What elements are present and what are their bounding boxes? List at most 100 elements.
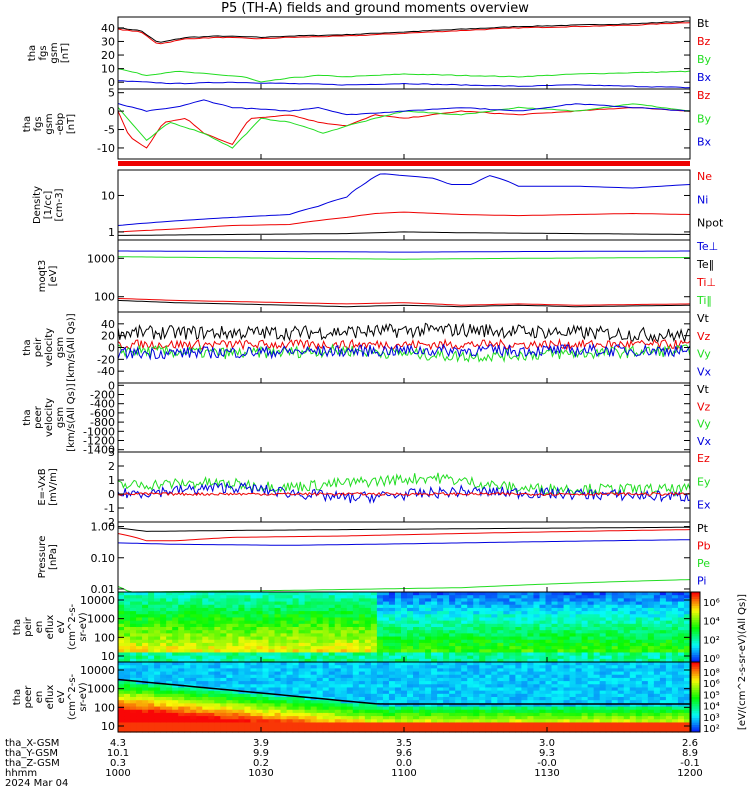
series-line-p8-Pt <box>117 526 690 532</box>
legend-p8-Pb: Pb <box>697 540 711 553</box>
series-line-p2-By <box>117 103 691 149</box>
series-line-p1-By <box>117 68 691 83</box>
legend-p3-Npot: Npot <box>697 217 724 230</box>
ylabel-p6: gsm <box>55 407 66 428</box>
ephemeris-value: 1200 <box>677 768 702 779</box>
ylabel-p10: sr-eV) <box>78 682 89 711</box>
legend-p7-Ey: Ey <box>697 475 711 488</box>
ylabel-p7: E=-VxB <box>37 468 48 505</box>
legend-p3-Ni: Ni <box>697 193 708 206</box>
ytick-label-p4: 1000 <box>87 252 115 265</box>
colorbar-tick: 10⁸ <box>703 668 720 679</box>
panel-frame-p8 <box>117 521 691 593</box>
ytick-label-p10: 10000 <box>80 664 115 677</box>
series-line-p4-Ti⊥ <box>117 298 691 306</box>
ytick-label-p9: 100 <box>94 631 115 644</box>
legend-p5-Vz: Vz <box>697 330 711 343</box>
ylabel-p6: velocity <box>44 398 55 437</box>
series-line-p4-Ti‖ <box>117 256 690 260</box>
ytick-label-p7: 0 <box>108 488 115 501</box>
ephemeris-value: -0.1 <box>680 758 700 769</box>
ylabel-p7: [mV/m] <box>48 468 59 506</box>
ylabel-p3: [cm-3] <box>54 188 65 221</box>
ylabel-p5: velocity <box>44 328 55 367</box>
ytick-label-p7: -1 <box>104 502 115 515</box>
legend-p8-Pi: Pi <box>697 575 706 588</box>
ylabel-p1: tha <box>27 45 38 61</box>
ytick-label-p2: 0 <box>108 105 115 118</box>
ephemeris-value: 1130 <box>534 768 559 779</box>
ephemeris-value: 9.6 <box>396 748 412 759</box>
ytick-label-p5: 40 <box>101 318 115 331</box>
colorbar-1 <box>691 662 700 733</box>
ylabel-p3: Density <box>32 186 43 224</box>
ytick-label-p6: 0 <box>108 379 115 392</box>
ytick-label-p1: 30 <box>101 35 115 48</box>
ylabel-p2: -ebp <box>55 113 66 135</box>
legend-p4-Te⊥: Te⊥ <box>696 240 718 253</box>
legend-p1-By: By <box>697 53 712 66</box>
ylabel-p8: Pressure <box>37 536 48 579</box>
ephemeris-value: 9.9 <box>253 748 269 759</box>
ylabel-p8: [nPa] <box>48 544 59 570</box>
ytick-label-p5: 20 <box>101 330 115 343</box>
panel-frame-p3 <box>117 169 691 241</box>
panel-frame-p7 <box>117 451 691 523</box>
ylabel-p9: (cm^2-s- <box>67 603 78 650</box>
mode-bar <box>118 161 690 166</box>
ylabel-p10: en <box>34 691 45 704</box>
legend-p7-Ez: Ez <box>697 452 710 465</box>
series-line-p4-Te⊥ <box>118 250 690 253</box>
series-line-p1-Bt <box>117 20 690 43</box>
ytick-label-p7: 1 <box>108 474 115 487</box>
legend-p3-Ne: Ne <box>697 170 712 183</box>
ephemeris-value: 3.0 <box>539 738 555 749</box>
legend-p6-Vx: Vx <box>697 435 712 448</box>
ephemeris-value: 0.3 <box>110 758 126 769</box>
ephemeris-value: 3.9 <box>253 738 269 749</box>
ylabel-p2: tha <box>22 116 33 132</box>
colorbar-label: [eV/(cm^2-s-sr-eV)(All Qs)] <box>737 594 748 730</box>
colorbar-tick: 10³ <box>703 713 720 724</box>
ylabel-p1: fgs <box>38 45 49 60</box>
ylabel-p4: moqt3 <box>37 260 48 293</box>
spectrogram-p10 <box>118 662 691 733</box>
ylabel-p6: [km/s(All Qs)] <box>66 383 77 451</box>
ylabel-p6: tha <box>22 409 33 425</box>
ytick-label-p8: 0.10 <box>91 552 116 565</box>
ephemeris-value: 0.2 <box>253 758 269 769</box>
legend-p6-Vy: Vy <box>697 418 711 431</box>
ephemeris-value: 0.0 <box>396 758 412 769</box>
ytick-label-p8: 1.00 <box>91 521 116 534</box>
ytick-label-p4: 100 <box>94 291 115 304</box>
ephemeris-value: 9.3 <box>539 748 555 759</box>
ytick-label-p6: -800 <box>90 416 115 429</box>
ytick-label-p1: 0 <box>108 76 115 89</box>
ylabel-p6: peer <box>33 405 44 429</box>
ephemeris-label: hhmm <box>5 768 37 779</box>
colorbar-tick: 10² <box>703 724 720 735</box>
legend-p6-Vz: Vz <box>697 400 711 413</box>
colorbar-frame-1 <box>690 661 701 733</box>
ylabel-p10: eV <box>56 690 67 703</box>
ephemeris-value: 3.5 <box>396 738 412 749</box>
series-line-p3-Npot <box>118 231 691 236</box>
ytick-label-p6: -400 <box>90 398 115 411</box>
legend-p6-Vt: Vt <box>697 383 710 396</box>
chart-title: P5 (TH-A) fields and ground moments over… <box>221 1 529 16</box>
ytick-label-p5: -40 <box>97 365 115 378</box>
ytick-label-p8: 0.01 <box>91 583 116 596</box>
series-line-p2-Bx <box>117 99 691 116</box>
ylabel-p9: sr-eV) <box>78 612 89 641</box>
ephemeris-value: 4.3 <box>110 738 126 749</box>
legend-p5-Vt: Vt <box>697 312 710 325</box>
ephemeris-label: tha_X-GSM <box>5 738 59 749</box>
series-line-p5-Vx <box>117 343 691 361</box>
ylabel-p9: eV <box>56 620 67 633</box>
legend-p2-Bx: Bx <box>697 136 712 149</box>
colorbar-0 <box>691 592 700 663</box>
ylabel-p2: fgs <box>33 116 44 131</box>
ylabel-p5: tha <box>22 339 33 355</box>
legend-p2-By: By <box>697 112 712 125</box>
